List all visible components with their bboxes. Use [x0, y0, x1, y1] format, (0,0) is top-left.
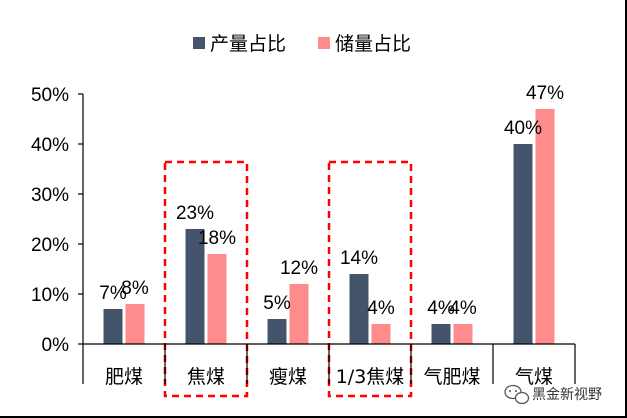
x-tick-label: 焦煤 — [187, 366, 225, 388]
data-label: 23% — [176, 203, 214, 224]
highlight-boxes — [163, 160, 413, 398]
bars: 7%23%5%14%4%40%8%18%12%4% 4%47% — [99, 83, 564, 344]
x-axis: 肥煤 焦煤 瘦煤 1/3焦煤 气肥煤 气煤 — [82, 343, 576, 388]
bar-reserve — [289, 284, 309, 344]
highlight-box — [163, 160, 249, 398]
highlight-box — [327, 160, 413, 398]
x-tick-label: 1/3焦煤 — [336, 366, 405, 388]
x-tick-label: 肥煤 — [105, 366, 143, 388]
legend-label: 储量占比 — [335, 33, 411, 55]
bar-reserve — [535, 109, 555, 344]
data-label: 40% — [504, 118, 542, 139]
watermark-text: 黑金新视野 — [532, 387, 602, 403]
x-tick-label: 瘦煤 — [269, 366, 307, 388]
bar-production — [103, 309, 123, 344]
legend-swatch — [193, 37, 205, 49]
legend: 产量占比 储量占比 — [193, 33, 411, 55]
bar-reserve — [207, 254, 227, 344]
data-label: 4% — [427, 298, 455, 319]
data-label: 4% — [449, 298, 477, 319]
bar-reserve — [371, 324, 391, 344]
y-tick-label: 10% — [31, 285, 69, 306]
data-label: 18% — [198, 228, 236, 249]
bar-reserve — [453, 324, 473, 344]
x-tick-label: 气煤 — [515, 366, 553, 388]
y-tick-label: 40% — [31, 135, 69, 156]
wechat-icon — [504, 384, 530, 405]
data-label: 14% — [340, 248, 378, 269]
data-label: 7% — [99, 283, 127, 304]
bar-reserve — [125, 304, 145, 344]
y-axis: 0% 10% 20% 30% 40% 50% — [31, 85, 84, 356]
data-label: 5% — [263, 293, 291, 314]
data-label: 12% — [280, 258, 318, 279]
bar-production — [267, 319, 287, 344]
x-tick-label: 气肥煤 — [423, 366, 480, 388]
bar-production — [185, 229, 205, 344]
legend-swatch — [318, 37, 330, 49]
y-tick-label: 50% — [31, 85, 69, 106]
y-tick-label: 0% — [42, 335, 70, 356]
bar-production — [513, 144, 533, 344]
y-tick-label: 20% — [31, 235, 69, 256]
data-label: 8% — [121, 278, 149, 299]
data-label: 47% — [526, 83, 564, 104]
bar-production — [431, 324, 451, 344]
data-label: 4% — [367, 298, 395, 319]
y-tick-label: 30% — [31, 185, 69, 206]
bar-production — [349, 274, 369, 344]
legend-label: 产量占比 — [210, 33, 286, 55]
watermark: 黑金新视野 — [504, 384, 602, 405]
